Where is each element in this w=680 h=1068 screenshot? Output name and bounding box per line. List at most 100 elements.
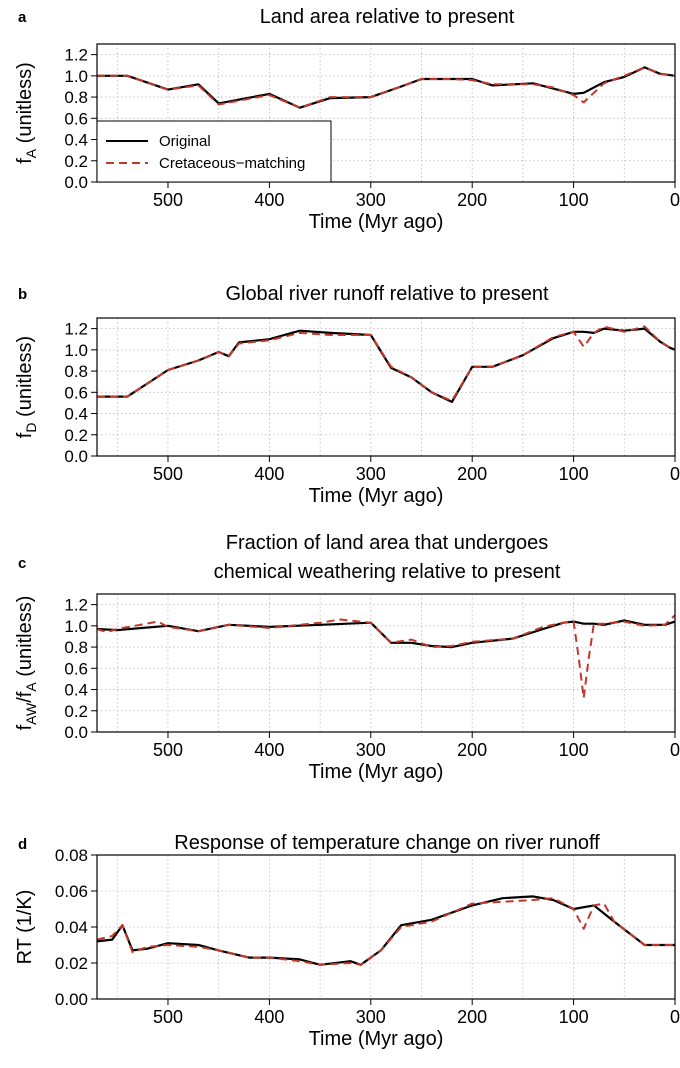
x-tick-label: 400 bbox=[254, 740, 284, 760]
x-axis-label: Time (Myr ago) bbox=[309, 211, 444, 233]
series-line-original bbox=[97, 327, 676, 403]
x-tick-label: 300 bbox=[356, 190, 386, 210]
x-axis-label: Time (Myr ago) bbox=[309, 761, 444, 783]
legend: Original Cretaceous−matching bbox=[96, 120, 332, 183]
panel-label: a bbox=[18, 9, 27, 26]
x-tick-label: 500 bbox=[153, 190, 183, 210]
y-tick-label: 0.6 bbox=[64, 383, 88, 402]
y-tick-label: 0.6 bbox=[64, 109, 88, 128]
y-axis-label: fA (unitless) bbox=[14, 62, 39, 164]
x-tick-label: 200 bbox=[457, 740, 487, 760]
x-tick-label: 300 bbox=[356, 464, 386, 484]
plot-frame bbox=[96, 593, 676, 733]
series-line-original bbox=[97, 66, 676, 109]
y-axis-label-subscript: D bbox=[23, 423, 39, 433]
x-tick-label: 500 bbox=[153, 464, 183, 484]
x-tick-label: 0 bbox=[670, 740, 680, 760]
series-line-original bbox=[96, 895, 675, 966]
panel-a: 0.0 0.2 0.4 0.6 0.8 1.0 1.2 500 400 300 200 100 0 Tim… bbox=[14, 6, 680, 233]
y-tick-label: 0.04 bbox=[55, 918, 88, 937]
chart-title: Response of temperature change on river … bbox=[174, 832, 600, 854]
x-tick-label: 500 bbox=[153, 740, 183, 760]
y-axis-label-part: f bbox=[14, 724, 36, 730]
y-axis-label-subscript: A bbox=[23, 148, 39, 158]
y-tick-label: 0.00 bbox=[55, 990, 88, 1009]
y-tick-label: 1.0 bbox=[64, 617, 88, 636]
panel-label: b bbox=[18, 286, 27, 303]
y-tick-label: 0.06 bbox=[55, 882, 88, 901]
x-tick-label: 100 bbox=[559, 740, 589, 760]
x-tick-label: 100 bbox=[559, 190, 589, 210]
y-axis-label: RT (1/K) bbox=[14, 890, 36, 965]
y-axis-label-part: f bbox=[14, 158, 36, 164]
x-tick-label: 400 bbox=[254, 1007, 284, 1027]
y-axis-label-part: (unitless) bbox=[14, 62, 36, 149]
panel-d: 0.00 0.02 0.04 0.06 0.08 500 400 300 200 100 0 Time… bbox=[14, 832, 680, 1050]
y-axis-label-part: /f bbox=[14, 691, 36, 703]
y-tick-label: 0.2 bbox=[64, 702, 88, 721]
chart-title: Fraction of land area that undergoes bbox=[226, 532, 548, 554]
x-axis-label: Time (Myr ago) bbox=[309, 1028, 444, 1050]
y-axis-label-part: (unitless) bbox=[14, 596, 36, 683]
y-tick-label: 0.8 bbox=[64, 88, 88, 107]
y-axis-label: fAW/fA (unitless) bbox=[14, 596, 39, 731]
series-line-cretaceous bbox=[96, 897, 675, 966]
y-tick-label: 1.0 bbox=[64, 67, 88, 86]
plot-frame bbox=[96, 317, 676, 457]
chart-title: chemical weathering relative to present bbox=[214, 561, 561, 583]
y-tick-label: 0.4 bbox=[64, 681, 88, 700]
y-axis-label: fD (unitless) bbox=[14, 336, 39, 438]
x-tick-label: 100 bbox=[559, 464, 589, 484]
panel-c: 0.0 0.2 0.4 0.6 0.8 1.0 1.2 500 400 300 200 100 0 Tim… bbox=[14, 532, 680, 783]
y-tick-label: 0.0 bbox=[64, 723, 88, 742]
x-axis-label: Time (Myr ago) bbox=[309, 485, 444, 507]
x-tick-label: 300 bbox=[356, 1007, 386, 1027]
y-tick-label: 0.0 bbox=[64, 447, 88, 466]
y-tick-label: 1.2 bbox=[64, 46, 88, 65]
y-tick-label: 0.2 bbox=[64, 426, 88, 445]
series-line-original bbox=[96, 619, 676, 649]
y-tick-label: 0.4 bbox=[64, 131, 88, 150]
y-axis-label-subscript: A bbox=[23, 682, 39, 692]
series-line-cretaceous bbox=[96, 614, 676, 699]
y-tick-label: 1.2 bbox=[64, 596, 88, 615]
x-tick-label: 200 bbox=[457, 190, 487, 210]
y-tick-label: 0.2 bbox=[64, 152, 88, 171]
y-tick-label: 0.08 bbox=[55, 846, 88, 865]
panel-b: 0.0 0.2 0.4 0.6 0.8 1.0 1.2 500 400 300 200 100 0 Tim… bbox=[14, 283, 680, 507]
series-line-cretaceous bbox=[97, 66, 676, 109]
x-tick-label: 0 bbox=[670, 464, 680, 484]
legend-box bbox=[96, 120, 332, 183]
y-tick-label: 0.8 bbox=[64, 638, 88, 657]
y-tick-label: 1.2 bbox=[64, 320, 88, 339]
y-tick-label: 0.4 bbox=[64, 405, 88, 424]
y-axis-label-part: f bbox=[14, 432, 36, 438]
y-axis-label-part: RT (1/K) bbox=[14, 890, 36, 965]
y-axis-label-subscript: AW bbox=[23, 702, 39, 725]
y-tick-label: 0.0 bbox=[64, 173, 88, 192]
x-tick-label: 500 bbox=[153, 1007, 183, 1027]
panel-label: c bbox=[18, 555, 26, 572]
legend-label: Cretaceous−matching bbox=[159, 155, 305, 172]
panel-label: d bbox=[18, 836, 27, 853]
chart-title: Global river runoff relative to present bbox=[225, 283, 549, 305]
y-axis-label-part: (unitless) bbox=[14, 336, 36, 423]
legend-label: Original bbox=[159, 133, 211, 150]
x-tick-label: 0 bbox=[670, 190, 680, 210]
x-tick-label: 400 bbox=[254, 190, 284, 210]
plot-frame bbox=[96, 43, 676, 183]
chart-title: Land area relative to present bbox=[260, 6, 515, 28]
y-tick-label: 0.02 bbox=[55, 954, 88, 973]
y-tick-label: 1.0 bbox=[64, 341, 88, 360]
x-tick-label: 200 bbox=[457, 464, 487, 484]
x-tick-label: 300 bbox=[356, 740, 386, 760]
y-tick-label: 0.6 bbox=[64, 659, 88, 678]
series-line-cretaceous bbox=[97, 325, 676, 402]
y-tick-label: 0.8 bbox=[64, 362, 88, 381]
x-tick-label: 200 bbox=[457, 1007, 487, 1027]
x-tick-label: 0 bbox=[670, 1007, 680, 1027]
x-tick-label: 100 bbox=[559, 1007, 589, 1027]
x-tick-label: 400 bbox=[254, 464, 284, 484]
